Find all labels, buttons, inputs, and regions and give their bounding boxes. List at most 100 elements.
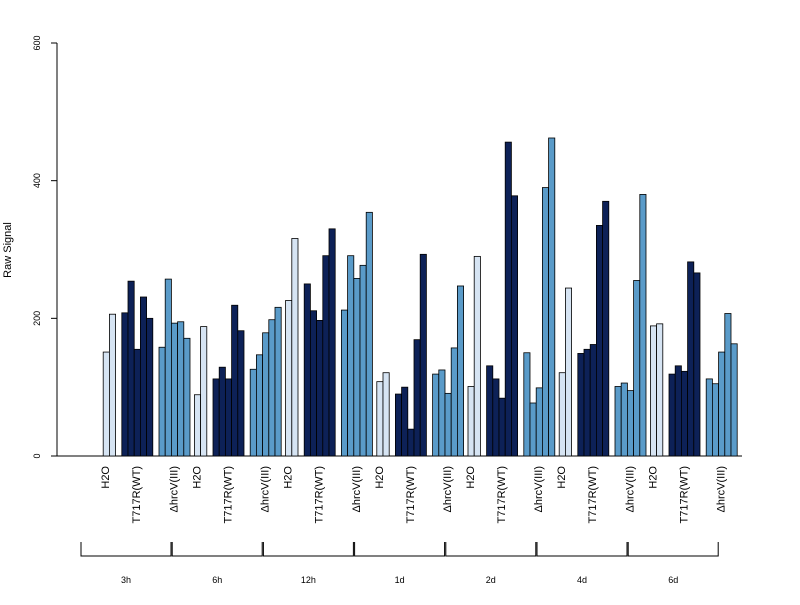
condition-label: H2O xyxy=(647,466,659,489)
bar xyxy=(158,346,166,457)
bar xyxy=(109,313,117,457)
group-label: 1d xyxy=(395,575,405,585)
bar xyxy=(438,369,446,457)
bar xyxy=(347,255,355,457)
condition-label: ΔhrcV(III) xyxy=(442,466,454,512)
bar xyxy=(602,200,610,457)
group-label: 12h xyxy=(301,575,316,585)
bar xyxy=(467,386,475,457)
bar xyxy=(365,211,373,457)
bar xyxy=(656,323,664,457)
bar xyxy=(565,287,573,457)
bar xyxy=(583,348,591,457)
y-tick-label: 0 xyxy=(32,453,42,458)
bar xyxy=(121,312,129,457)
bar xyxy=(328,228,336,457)
condition-label: ΔhrcV(III) xyxy=(168,466,180,512)
group-bracket xyxy=(80,542,172,557)
bar xyxy=(200,326,208,457)
condition-label: ΔhrcV(III) xyxy=(533,466,545,512)
bar xyxy=(633,280,641,457)
group-label: 3h xyxy=(121,575,131,585)
y-tick-label: 200 xyxy=(32,311,42,326)
condition-label: ΔhrcV(III) xyxy=(716,466,728,512)
bar xyxy=(523,352,531,457)
bar xyxy=(285,300,293,457)
bar xyxy=(712,383,720,457)
bar xyxy=(558,372,566,457)
bar xyxy=(614,386,622,457)
bar xyxy=(309,310,317,457)
bar xyxy=(376,381,384,457)
bar xyxy=(359,264,367,457)
bar xyxy=(274,306,282,457)
group-bracket xyxy=(627,542,719,557)
bar xyxy=(589,344,597,457)
bar xyxy=(382,372,390,457)
bar xyxy=(492,378,500,457)
bar xyxy=(322,255,330,457)
bar xyxy=(510,195,518,457)
group-bracket xyxy=(445,542,537,557)
bar xyxy=(724,313,732,457)
bar xyxy=(316,319,324,457)
condition-label: T717R(WT) xyxy=(222,466,234,523)
condition-label: H2O xyxy=(100,466,112,489)
condition-label: T717R(WT) xyxy=(131,466,143,523)
bar xyxy=(413,339,421,457)
y-tick-label: 400 xyxy=(32,173,42,188)
bar xyxy=(164,278,172,457)
bar xyxy=(639,194,647,457)
bar xyxy=(394,393,402,457)
bar xyxy=(268,319,276,457)
bar xyxy=(340,309,348,457)
bar xyxy=(504,141,512,457)
bar xyxy=(291,238,299,457)
bar xyxy=(303,283,311,457)
bar xyxy=(596,225,604,457)
bar xyxy=(237,330,245,457)
condition-label: H2O xyxy=(374,466,386,489)
bar xyxy=(498,397,506,457)
bar xyxy=(456,285,464,457)
condition-label: ΔhrcV(III) xyxy=(260,466,272,512)
bar xyxy=(133,348,141,457)
bar xyxy=(718,351,726,457)
bar xyxy=(529,402,537,457)
bar xyxy=(548,137,556,457)
group-label: 4d xyxy=(577,575,587,585)
bar xyxy=(255,354,263,457)
y-axis: 0 200 400 600 xyxy=(32,35,58,459)
bar xyxy=(674,365,682,457)
group-bracket xyxy=(536,542,628,557)
bar xyxy=(231,304,239,457)
bar xyxy=(681,370,689,457)
condition-labels: H2O T717R(WT) ΔhrcV(III) H2O T717R(WT) ΔhrcV(… xyxy=(100,466,727,524)
bar xyxy=(262,332,270,457)
bar xyxy=(450,347,458,457)
bar xyxy=(473,255,481,457)
bar xyxy=(577,353,585,457)
bar xyxy=(249,368,257,457)
bar xyxy=(407,428,415,457)
group-label: 6h xyxy=(212,575,222,585)
bar xyxy=(224,378,232,457)
group-label: 6d xyxy=(668,575,678,585)
y-tick-label: 600 xyxy=(32,35,42,50)
bars xyxy=(102,137,738,457)
bar xyxy=(419,253,427,457)
bar xyxy=(705,378,713,457)
condition-label: ΔhrcV(III) xyxy=(624,466,636,512)
bar xyxy=(535,387,543,457)
bar xyxy=(353,278,361,457)
condition-label: H2O xyxy=(556,466,568,489)
bar xyxy=(693,272,701,457)
bar xyxy=(183,337,191,457)
bar xyxy=(486,365,494,457)
condition-label: T717R(WT) xyxy=(678,466,690,523)
condition-label: T717R(WT) xyxy=(587,466,599,523)
bar xyxy=(146,317,154,457)
condition-label: H2O xyxy=(465,466,477,489)
group-bracket xyxy=(171,542,263,557)
